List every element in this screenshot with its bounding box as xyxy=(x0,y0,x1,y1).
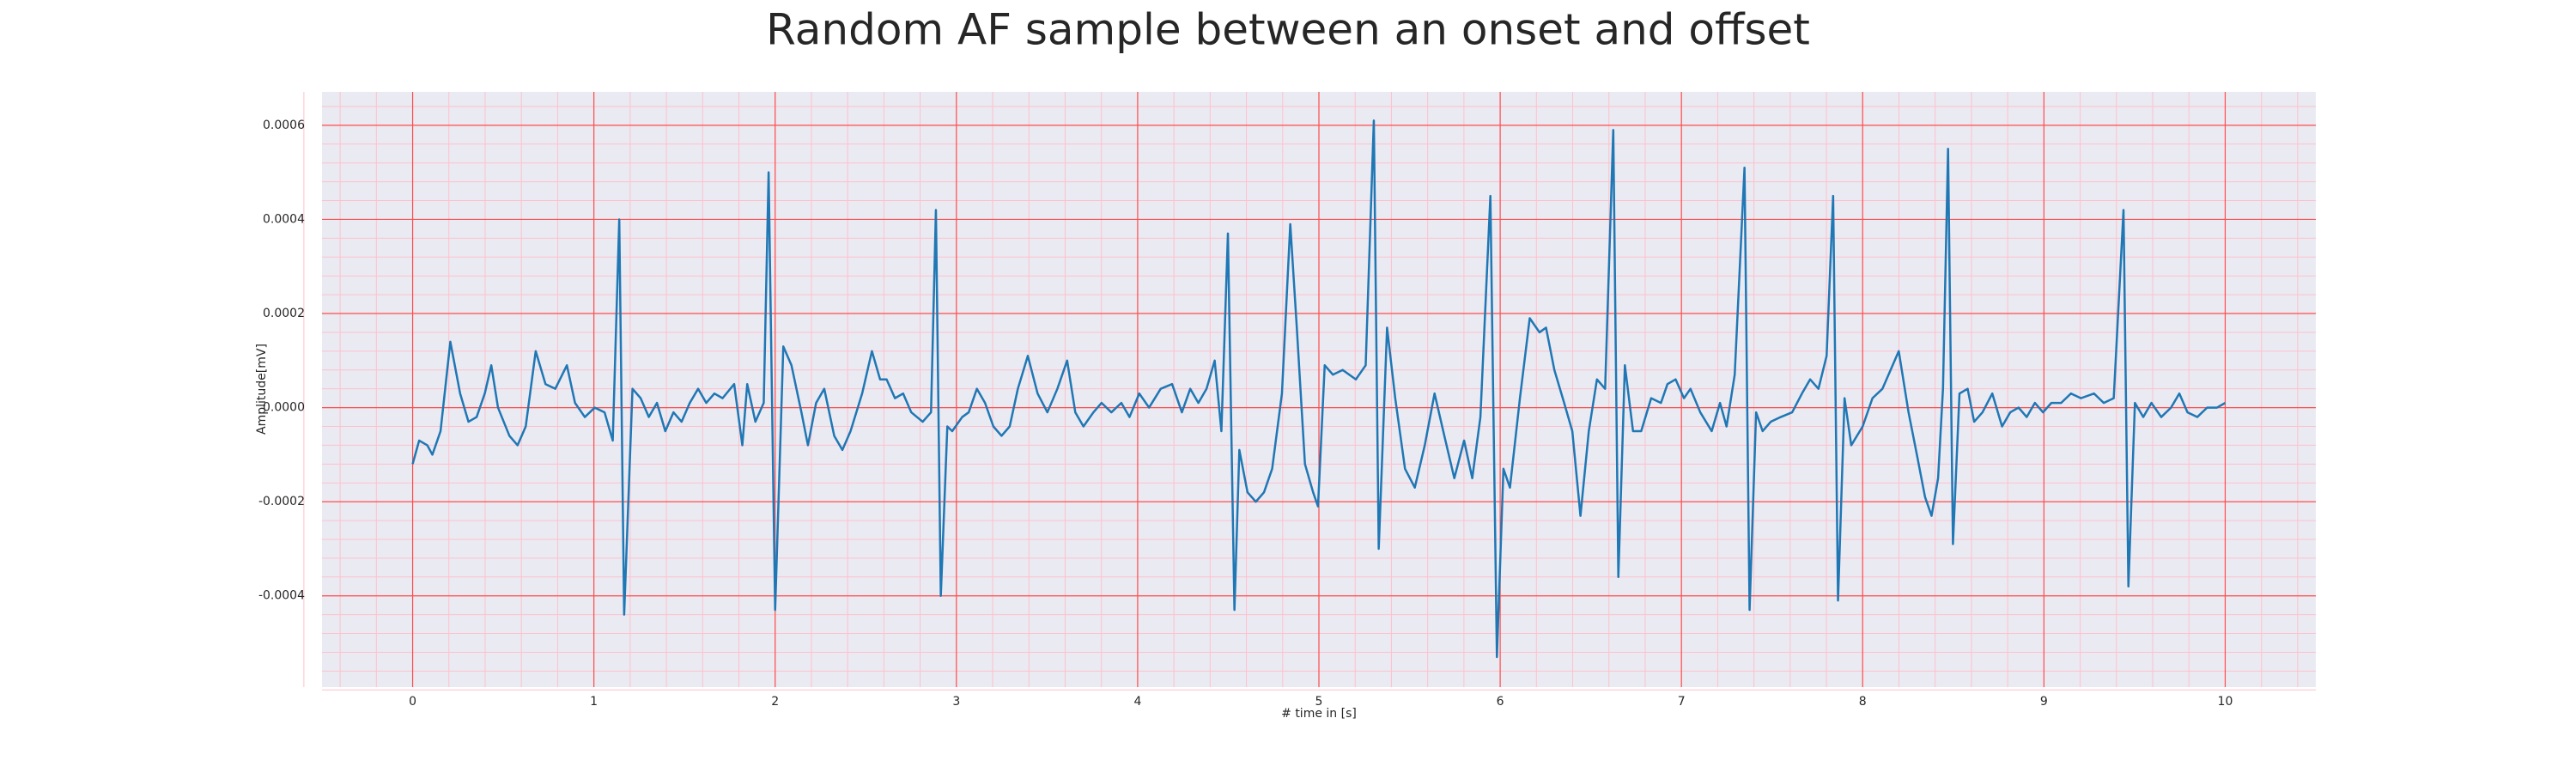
x-tick-label: 6 xyxy=(1497,695,1504,709)
grid xyxy=(303,92,2316,691)
y-tick-label: 0.0002 xyxy=(263,307,305,320)
x-tick-label: 8 xyxy=(1859,695,1867,709)
x-tick-label: 5 xyxy=(1315,695,1323,709)
y-tick-label: -0.0002 xyxy=(258,495,305,508)
x-tick-label: 10 xyxy=(2218,695,2233,709)
signal-line xyxy=(411,119,2227,659)
x-tick-label: 0 xyxy=(409,695,416,709)
chart-title: Random AF sample between an onset and of… xyxy=(766,5,1810,55)
y-tick-label: 0.0006 xyxy=(263,119,305,132)
x-tick-label: 2 xyxy=(771,695,779,709)
x-axis-label: # time in [s] xyxy=(1281,707,1357,721)
x-tick-label: 7 xyxy=(1678,695,1686,709)
y-axis-label: Amplitude[mV] xyxy=(255,344,269,435)
x-tick-label: 3 xyxy=(952,695,960,709)
x-tick-label: 1 xyxy=(590,695,598,709)
y-tick-label: 0.0000 xyxy=(263,401,305,415)
x-tick-label: 4 xyxy=(1133,695,1141,709)
x-tick-label: 9 xyxy=(2040,695,2048,709)
y-tick-label: -0.0004 xyxy=(258,589,305,603)
y-tick-label: 0.0004 xyxy=(263,212,305,226)
